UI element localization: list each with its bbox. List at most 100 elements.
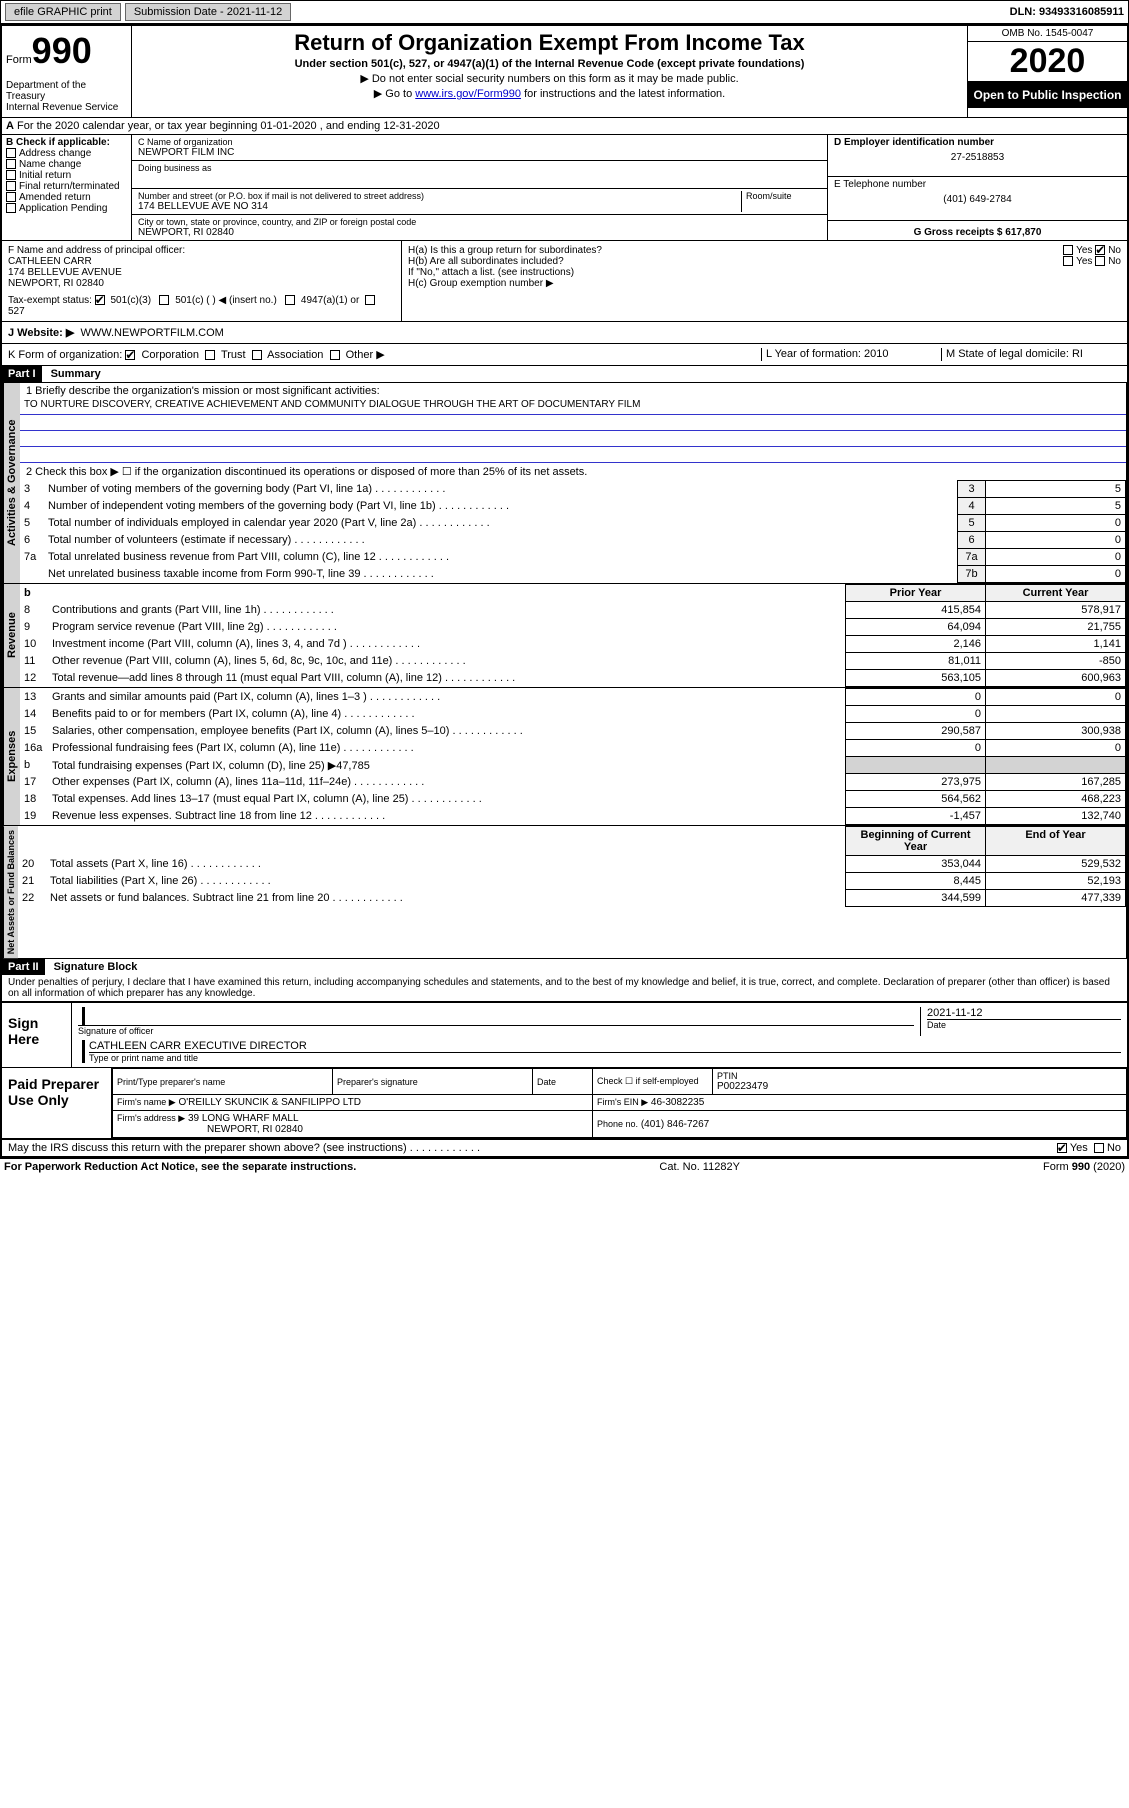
firm-addr-label: Firm's address ▶ xyxy=(117,1113,185,1123)
discuss-yes[interactable] xyxy=(1057,1143,1067,1153)
website-value[interactable]: WWW.NEWPORTFILM.COM xyxy=(80,327,223,339)
sig-date: 2021-11-12 xyxy=(927,1007,1121,1019)
officer-label: F Name and address of principal officer: xyxy=(8,245,395,256)
officer-name-title: CATHLEEN CARR EXECUTIVE DIRECTOR xyxy=(89,1040,1121,1053)
sig-date-label: Date xyxy=(927,1019,1121,1030)
chk-initial-return[interactable]: Initial return xyxy=(6,170,127,181)
dept-cell: Department of the Treasury Internal Reve… xyxy=(2,76,132,117)
ha-no[interactable] xyxy=(1095,245,1105,255)
part2-title: Signature Block xyxy=(48,959,144,975)
chk-other[interactable] xyxy=(330,350,340,360)
table-row: bTotal fundraising expenses (Part IX, co… xyxy=(20,757,1126,774)
discuss-no[interactable] xyxy=(1094,1143,1104,1153)
ptin-value: P00223479 xyxy=(717,1081,1122,1092)
prep-selfemp-label: Check ☐ if self-employed xyxy=(597,1076,708,1087)
tax-exempt-row: Tax-exempt status: 501(c)(3) 501(c) ( ) … xyxy=(8,295,395,317)
ha-yes[interactable] xyxy=(1063,245,1073,255)
chk-527[interactable] xyxy=(365,295,375,305)
k-label: K Form of organization: xyxy=(8,349,122,361)
footer: For Paperwork Reduction Act Notice, see … xyxy=(0,1159,1129,1175)
chk-4947[interactable] xyxy=(285,295,295,305)
box-deg: D Employer identification number 27-2518… xyxy=(827,135,1127,240)
prep-name-label: Print/Type preparer's name xyxy=(117,1077,328,1087)
section-fh: F Name and address of principal officer:… xyxy=(2,241,1127,322)
phone-label: E Telephone number xyxy=(834,179,1121,190)
section-bcdeg: B Check if applicable: Address change Na… xyxy=(2,135,1127,241)
box-b-title: B Check if applicable: xyxy=(6,137,127,148)
title-cell: Return of Organization Exempt From Incom… xyxy=(132,26,967,117)
table-row: 8Contributions and grants (Part VIII, li… xyxy=(20,602,1126,619)
row-j-website: J Website: ▶ WWW.NEWPORTFILM.COM xyxy=(2,322,1127,344)
part2-header: Part II Signature Block xyxy=(2,959,1127,975)
hb-no[interactable] xyxy=(1095,256,1105,266)
form-990-number: 990 xyxy=(32,30,92,71)
phone-value: (401) 649-2784 xyxy=(834,194,1121,205)
sig-officer-label: Signature of officer xyxy=(78,1025,914,1036)
expenses-block: Expenses 13Grants and similar amounts pa… xyxy=(2,687,1127,825)
line2-checkbox: 2 Check this box ▶ ☐ if the organization… xyxy=(20,463,1126,480)
chk-assoc[interactable] xyxy=(252,350,262,360)
chk-app-pending[interactable]: Application Pending xyxy=(6,203,127,214)
irs-link[interactable]: www.irs.gov/Form990 xyxy=(415,88,521,100)
officer-addr1: 174 BELLEVUE AVENUE xyxy=(8,267,395,278)
part1-header: Part I Summary xyxy=(2,366,1127,383)
submission-date-button[interactable]: Submission Date - 2021-11-12 xyxy=(125,3,291,21)
dln-label: DLN: 93493316085911 xyxy=(1010,6,1124,18)
dba-label: Doing business as xyxy=(138,163,821,173)
website-label: J Website: ▶ xyxy=(8,327,74,339)
state-domicile: M State of legal domicile: RI xyxy=(941,348,1121,361)
city-state-zip: NEWPORT, RI 02840 xyxy=(138,227,821,238)
table-row: 18Total expenses. Add lines 13–17 (must … xyxy=(20,791,1126,808)
revenue-block: Revenue bPrior YearCurrent Year8Contribu… xyxy=(2,583,1127,687)
discuss-label: May the IRS discuss this return with the… xyxy=(8,1142,407,1154)
penalty-text: Under penalties of perjury, I declare th… xyxy=(2,975,1127,1002)
preparer-table: Print/Type preparer's name Preparer's si… xyxy=(112,1068,1127,1138)
chk-address-change[interactable]: Address change xyxy=(6,148,127,159)
note-link: ▶ Go to www.irs.gov/Form990 for instruct… xyxy=(140,87,959,100)
firm-name-label: Firm's name ▶ xyxy=(117,1097,176,1107)
chk-501c[interactable] xyxy=(159,295,169,305)
firm-ein-label: Firm's EIN ▶ xyxy=(597,1097,648,1107)
paid-preparer-label: Paid Preparer Use Only xyxy=(2,1068,112,1138)
officer-addr2: NEWPORT, RI 02840 xyxy=(8,278,395,289)
revenue-table: bPrior YearCurrent Year8Contributions an… xyxy=(20,584,1126,687)
firm-addr1: 39 LONG WHARF MALL xyxy=(188,1113,299,1124)
street-address: 174 BELLEVUE AVE NO 314 xyxy=(138,201,741,212)
chk-501c3[interactable] xyxy=(95,295,105,305)
table-row: 13Grants and similar amounts paid (Part … xyxy=(20,689,1126,706)
prep-date-label: Date xyxy=(537,1077,588,1087)
box-f: F Name and address of principal officer:… xyxy=(2,241,402,321)
mission-blank3 xyxy=(20,447,1126,463)
ein-label: D Employer identification number xyxy=(834,137,1121,148)
table-row: 7aTotal unrelated business revenue from … xyxy=(20,549,1126,566)
h-b-label: H(b) Are all subordinates included? xyxy=(408,256,564,267)
table-header-row: bPrior YearCurrent Year xyxy=(20,585,1126,602)
firm-phone: (401) 846-7267 xyxy=(641,1119,709,1130)
hb-yes[interactable] xyxy=(1063,256,1073,266)
tab-expenses: Expenses xyxy=(3,688,20,825)
chk-final-return[interactable]: Final return/terminated xyxy=(6,181,127,192)
mission-blank2 xyxy=(20,431,1126,447)
sign-here-label: Sign Here xyxy=(2,1003,72,1067)
table-header-row: Beginning of Current YearEnd of Year xyxy=(18,827,1126,856)
chk-amended[interactable]: Amended return xyxy=(6,192,127,203)
officer-name: CATHLEEN CARR xyxy=(8,256,395,267)
efile-print-button[interactable]: efile GRAPHIC print xyxy=(5,3,121,21)
chk-corp[interactable] xyxy=(125,350,135,360)
chk-name-change[interactable]: Name change xyxy=(6,159,127,170)
mission-text: TO NURTURE DISCOVERY, CREATIVE ACHIEVEME… xyxy=(20,399,1126,415)
table-row: 20Total assets (Part X, line 16)353,0445… xyxy=(18,856,1126,873)
chk-trust[interactable] xyxy=(205,350,215,360)
firm-phone-label: Phone no. xyxy=(597,1119,638,1129)
netassets-block: Net Assets or Fund Balances Beginning of… xyxy=(2,825,1127,959)
table-row: 3Number of voting members of the governi… xyxy=(20,481,1126,498)
expenses-table: 13Grants and similar amounts paid (Part … xyxy=(20,688,1126,825)
omb-number: OMB No. 1545-0047 xyxy=(968,26,1127,42)
h-c-label: H(c) Group exemption number ▶ xyxy=(408,278,1121,289)
table-row: 14Benefits paid to or for members (Part … xyxy=(20,706,1126,723)
discuss-row: May the IRS discuss this return with the… xyxy=(2,1140,1127,1157)
firm-ein: 46-3082235 xyxy=(651,1097,704,1108)
ptin-label: PTIN xyxy=(717,1071,1122,1081)
year-cell: OMB No. 1545-0047 2020 Open to Public In… xyxy=(967,26,1127,117)
box-h: H(a) Is this a group return for subordin… xyxy=(402,241,1127,321)
